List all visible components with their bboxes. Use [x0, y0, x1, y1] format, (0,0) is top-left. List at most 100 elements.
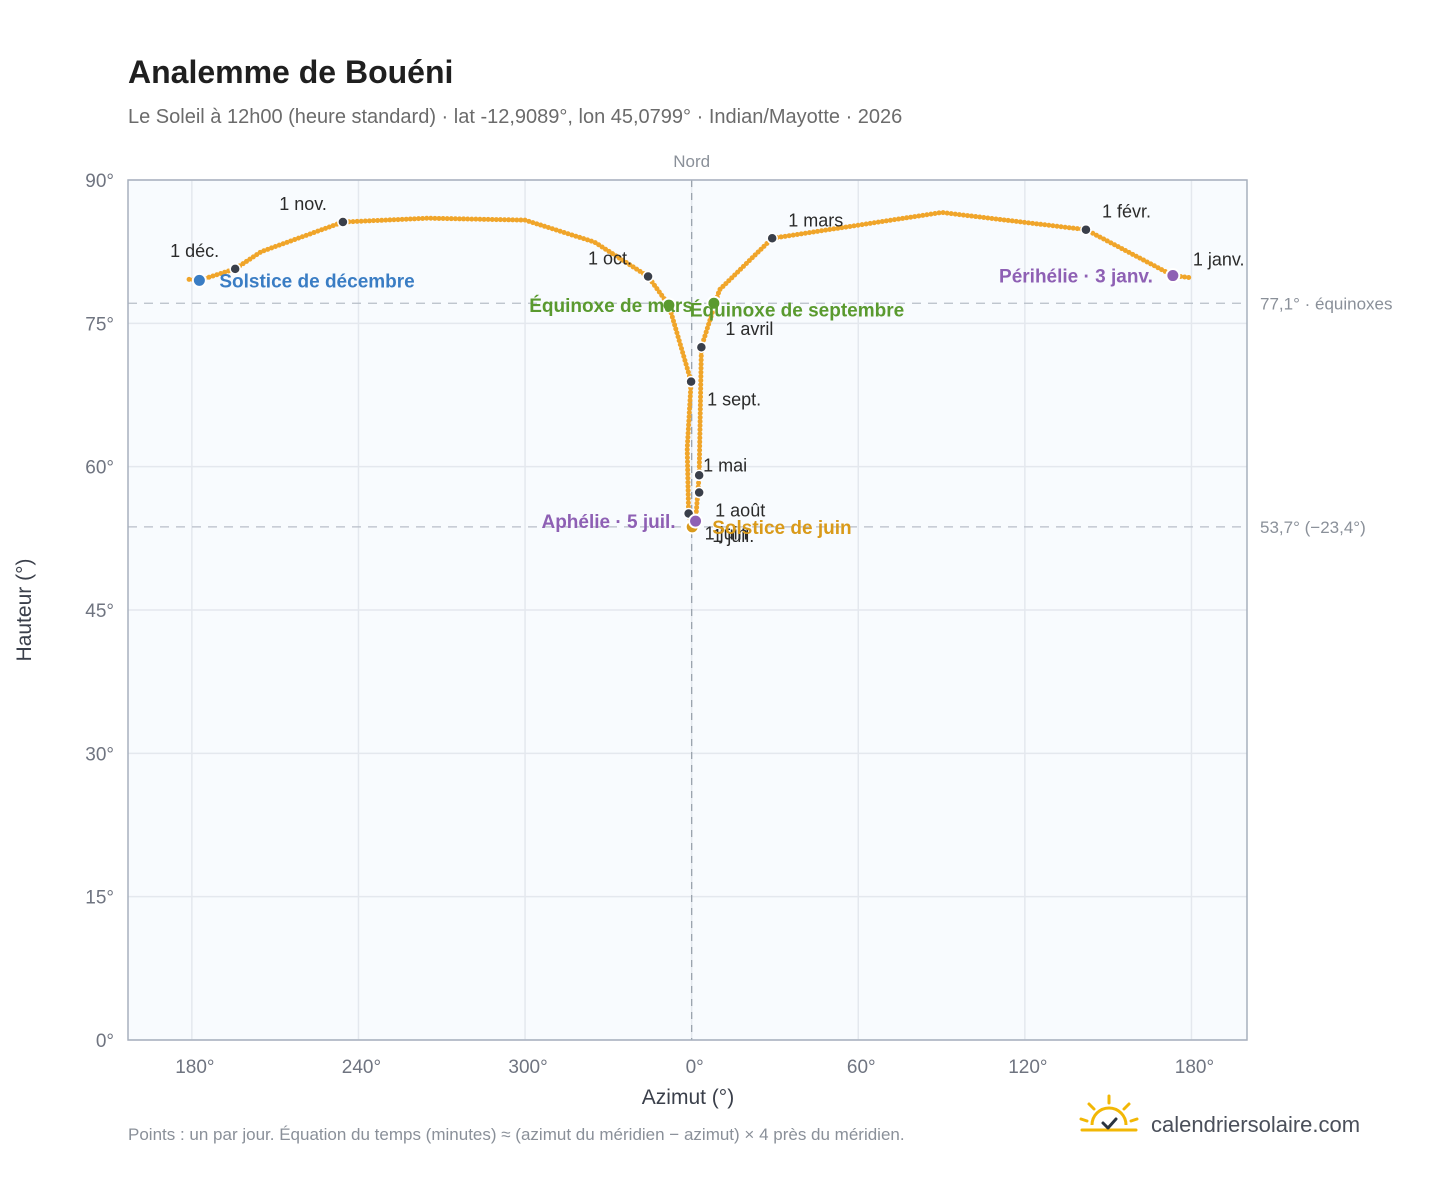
y-tick-label: 45° — [85, 601, 114, 622]
month-marker — [695, 341, 708, 353]
analemma-day-point — [702, 333, 708, 339]
y-tick-label: 0° — [96, 1031, 114, 1052]
month-label: 1 avril — [725, 319, 773, 339]
analemma-day-point — [375, 217, 381, 223]
analemma-day-point — [1062, 224, 1068, 230]
analemma-day-point — [697, 423, 703, 429]
month-label: 1 juin — [705, 523, 748, 543]
analemma-day-point — [276, 242, 282, 248]
analemma-day-point — [573, 233, 579, 239]
analemma-day-point — [1001, 217, 1007, 223]
analemma-day-point — [936, 210, 942, 216]
analemma-day-point — [354, 218, 360, 224]
analemma-day-point — [697, 447, 703, 453]
analemma-day-point — [697, 410, 703, 416]
analemma-day-point — [319, 227, 325, 233]
analemma-day-point — [698, 361, 704, 367]
analemma-day-point — [272, 244, 278, 250]
analemma-day-point — [1066, 225, 1072, 231]
analemma-day-point — [697, 443, 703, 449]
analemma-day-point — [481, 216, 487, 222]
analemma-day-point — [218, 270, 224, 276]
analemma-day-point — [440, 216, 446, 222]
analemma-day-point — [452, 216, 458, 222]
analemma-day-point — [687, 397, 693, 403]
analemma-day-point — [1009, 218, 1015, 224]
y-tick-label: 30° — [85, 744, 114, 765]
analemma-day-point — [697, 398, 703, 404]
analemma-day-point — [680, 349, 686, 355]
analemma-day-point — [299, 234, 305, 240]
analemma-day-point — [557, 228, 563, 234]
analemma-day-point — [960, 212, 966, 218]
x-tick-label: 60° — [847, 1057, 876, 1078]
analemma-day-point — [672, 322, 678, 328]
analemma-day-point — [952, 211, 958, 217]
analemma-day-point — [497, 217, 503, 223]
x-tick-label: 300° — [508, 1057, 547, 1078]
analemma-day-point — [1005, 217, 1011, 223]
analemma-day-point — [698, 369, 704, 375]
analemma-day-point — [1030, 220, 1036, 226]
analemma-day-point — [395, 217, 401, 223]
analemma-day-point — [1182, 274, 1188, 280]
analemma-day-point — [798, 231, 804, 237]
analemma-day-point — [387, 217, 393, 223]
analemma-day-point — [284, 239, 290, 245]
month-marker — [766, 232, 778, 245]
analemma-day-point — [214, 272, 220, 278]
y-tick-label: 90° — [85, 171, 114, 192]
analemma-day-point — [379, 217, 385, 223]
analemma-day-point — [891, 217, 897, 223]
analemma-day-point — [391, 217, 397, 223]
analemma-day-point — [698, 386, 704, 392]
x-axis-label: Azimut (°) — [642, 1086, 734, 1109]
event-label: Solstice de décembre — [219, 271, 414, 292]
analemma-day-point — [1026, 220, 1032, 226]
chart-title: Analemme de Bouéni — [128, 54, 453, 90]
analemma-day-point — [545, 225, 551, 231]
analemma-day-point — [685, 479, 691, 485]
analemma-day-point — [839, 225, 845, 231]
analemma-day-point — [697, 435, 703, 441]
analemma-day-point — [835, 225, 841, 231]
analemma-day-point — [863, 221, 869, 227]
analemma-day-point — [366, 218, 372, 224]
analemma-day-point — [709, 310, 715, 316]
analemma-day-point — [1070, 225, 1076, 231]
event-marker-solstice_december — [191, 272, 207, 288]
analemma-day-point — [676, 338, 682, 344]
analemma-day-point — [867, 220, 873, 226]
analemma-day-point — [303, 232, 309, 238]
analemma-day-point — [561, 229, 567, 235]
analemma-day-point — [684, 455, 690, 461]
analemma-day-point — [694, 500, 700, 506]
analemma-day-point — [685, 475, 691, 481]
analemma-day-point — [686, 414, 692, 420]
y-axis-label: Hauteur (°) — [13, 559, 36, 662]
analemma-day-point — [534, 221, 540, 227]
analemma-day-point — [696, 480, 702, 486]
analemma-day-point — [473, 216, 479, 222]
analemma-day-point — [1013, 218, 1019, 224]
analemma-day-point — [518, 217, 524, 223]
analemma-day-point — [685, 463, 691, 469]
analemma-day-point — [698, 377, 704, 383]
analemma-day-point — [685, 434, 691, 440]
analemma-day-point — [696, 459, 702, 465]
analemma-day-point — [424, 215, 430, 221]
analemma-day-point — [265, 246, 271, 252]
plot-border — [127, 179, 1248, 1041]
analemma-day-point — [222, 269, 228, 275]
analemma-day-point — [685, 492, 691, 498]
analemma-day-point — [973, 214, 979, 220]
analemma-day-point — [530, 220, 536, 226]
analemma-day-point — [311, 230, 317, 236]
analemma-day-point — [510, 217, 516, 223]
analemma-day-point — [684, 451, 690, 457]
analemma-day-point — [697, 406, 703, 412]
month-marker — [337, 216, 349, 228]
footnote: Points : un par jour. Équation du temps … — [128, 1125, 905, 1144]
analemma-day-point — [993, 216, 999, 222]
event-markers: Périhélie · 3 janv. Équinoxe de mars Solst… — [191, 267, 1181, 539]
